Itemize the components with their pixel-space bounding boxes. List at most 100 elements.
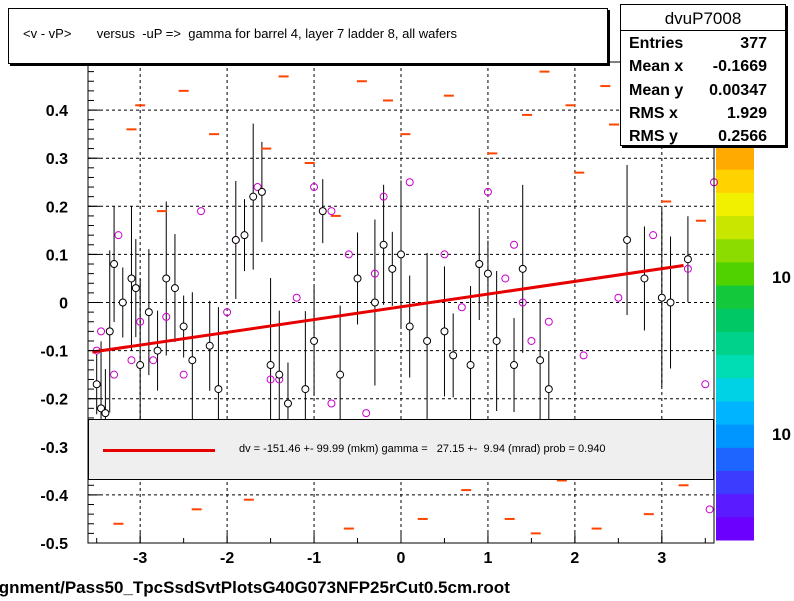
stats-row-rms-x: RMS x 1.929 [621, 103, 785, 126]
histogram-bin [417, 517, 428, 520]
data-point [544, 385, 553, 394]
stats-value: 0.2566 [718, 128, 767, 145]
z-color-cell [716, 238, 754, 263]
profile-point [683, 264, 692, 273]
profile-point [579, 351, 588, 360]
histogram-bin [565, 104, 576, 107]
z-color-cell [716, 146, 754, 170]
data-point [92, 380, 101, 389]
data-point [170, 284, 179, 293]
histogram-bin [643, 513, 654, 516]
z-color-cell [716, 470, 754, 495]
stats-label: RMS x [629, 105, 678, 122]
data-point [153, 346, 162, 355]
histogram-bin [178, 89, 189, 92]
histogram-bin [504, 517, 515, 520]
y-tick-label: 0.1 [46, 247, 68, 264]
data-point [188, 356, 197, 365]
profile-point [544, 317, 553, 326]
histogram-bin [487, 152, 498, 155]
data-point [475, 260, 484, 269]
histogram-bin [135, 104, 146, 107]
stats-value: 1.929 [726, 105, 767, 122]
z-color-cell [716, 377, 754, 402]
z-color-cell [716, 424, 754, 448]
histogram-bin [574, 171, 585, 174]
fit-line [92, 263, 684, 354]
z-color-cell [716, 192, 754, 217]
profile-point [327, 399, 336, 408]
profile-point [527, 336, 536, 345]
stats-value: 0.00347 [709, 82, 767, 99]
profile-point [614, 293, 623, 302]
histogram-bin [330, 214, 341, 217]
profile-point [510, 240, 519, 249]
stats-value: -0.1669 [712, 58, 767, 75]
histogram-bin [278, 75, 289, 78]
profile-point [149, 356, 158, 365]
data-point [131, 284, 140, 293]
histogram-bin [400, 133, 411, 136]
profile-point [501, 274, 510, 283]
data-point [214, 385, 223, 394]
histogram-bin [191, 508, 202, 511]
profile-point [483, 187, 492, 196]
y-tick-label: 0.2 [46, 199, 68, 216]
data-point [283, 399, 292, 408]
data-point [483, 269, 492, 278]
plot-title: <v - vP> versus -uP => gamma for barrel … [23, 26, 458, 41]
data-point [266, 361, 275, 370]
histogram-bin [591, 527, 602, 530]
x-tick-label: -2 [220, 550, 234, 567]
z-color-cell [716, 331, 754, 356]
data-point [518, 264, 527, 273]
data-point [379, 240, 388, 249]
data-point [249, 192, 258, 201]
data-point [144, 308, 153, 317]
data-point [683, 255, 692, 264]
profile-point [518, 298, 527, 307]
data-point [97, 404, 106, 413]
data-point [110, 260, 119, 269]
z-color-cell [716, 308, 754, 332]
data-point [466, 361, 475, 370]
profile-point [136, 317, 145, 326]
y-tick-label: -0.3 [40, 440, 68, 457]
stats-row-rms-y: RMS y 0.2566 [621, 126, 785, 149]
profile-point [701, 380, 710, 389]
data-point [118, 298, 127, 307]
y-tick-label: 0 [59, 296, 68, 313]
data-point [310, 336, 319, 345]
histogram-bin [609, 123, 620, 126]
z-color-cell [716, 516, 754, 541]
data-point [388, 264, 397, 273]
z-color-cell [716, 354, 754, 379]
data-point [640, 274, 649, 283]
data-point [318, 207, 327, 216]
data-point [179, 322, 188, 331]
data-point [275, 370, 284, 379]
data-point [449, 351, 458, 360]
data-point [127, 274, 136, 283]
data-point [423, 336, 432, 345]
data-point [405, 322, 414, 331]
histogram-bin [539, 70, 550, 73]
data-point [301, 385, 310, 394]
profile-point [110, 370, 119, 379]
fit-legend: dv = -151.46 +- 99.99 (mkm) gamma = 27.1… [88, 419, 714, 480]
fit-legend-swatch [103, 449, 215, 452]
profile-point [266, 375, 275, 384]
profile-point [310, 183, 319, 192]
x-tick-label: 0 [397, 550, 406, 567]
stats-row-mean-y: Mean y 0.00347 [621, 80, 785, 103]
data-point [492, 336, 501, 345]
data-point [536, 356, 545, 365]
fit-curve [92, 263, 684, 354]
profile-point [223, 308, 232, 317]
y-tick-label: -0.4 [40, 488, 68, 505]
histogram-bin [661, 200, 672, 203]
data-point [101, 409, 110, 418]
x-tick-label: 1 [483, 550, 492, 567]
profile-point [327, 207, 336, 216]
